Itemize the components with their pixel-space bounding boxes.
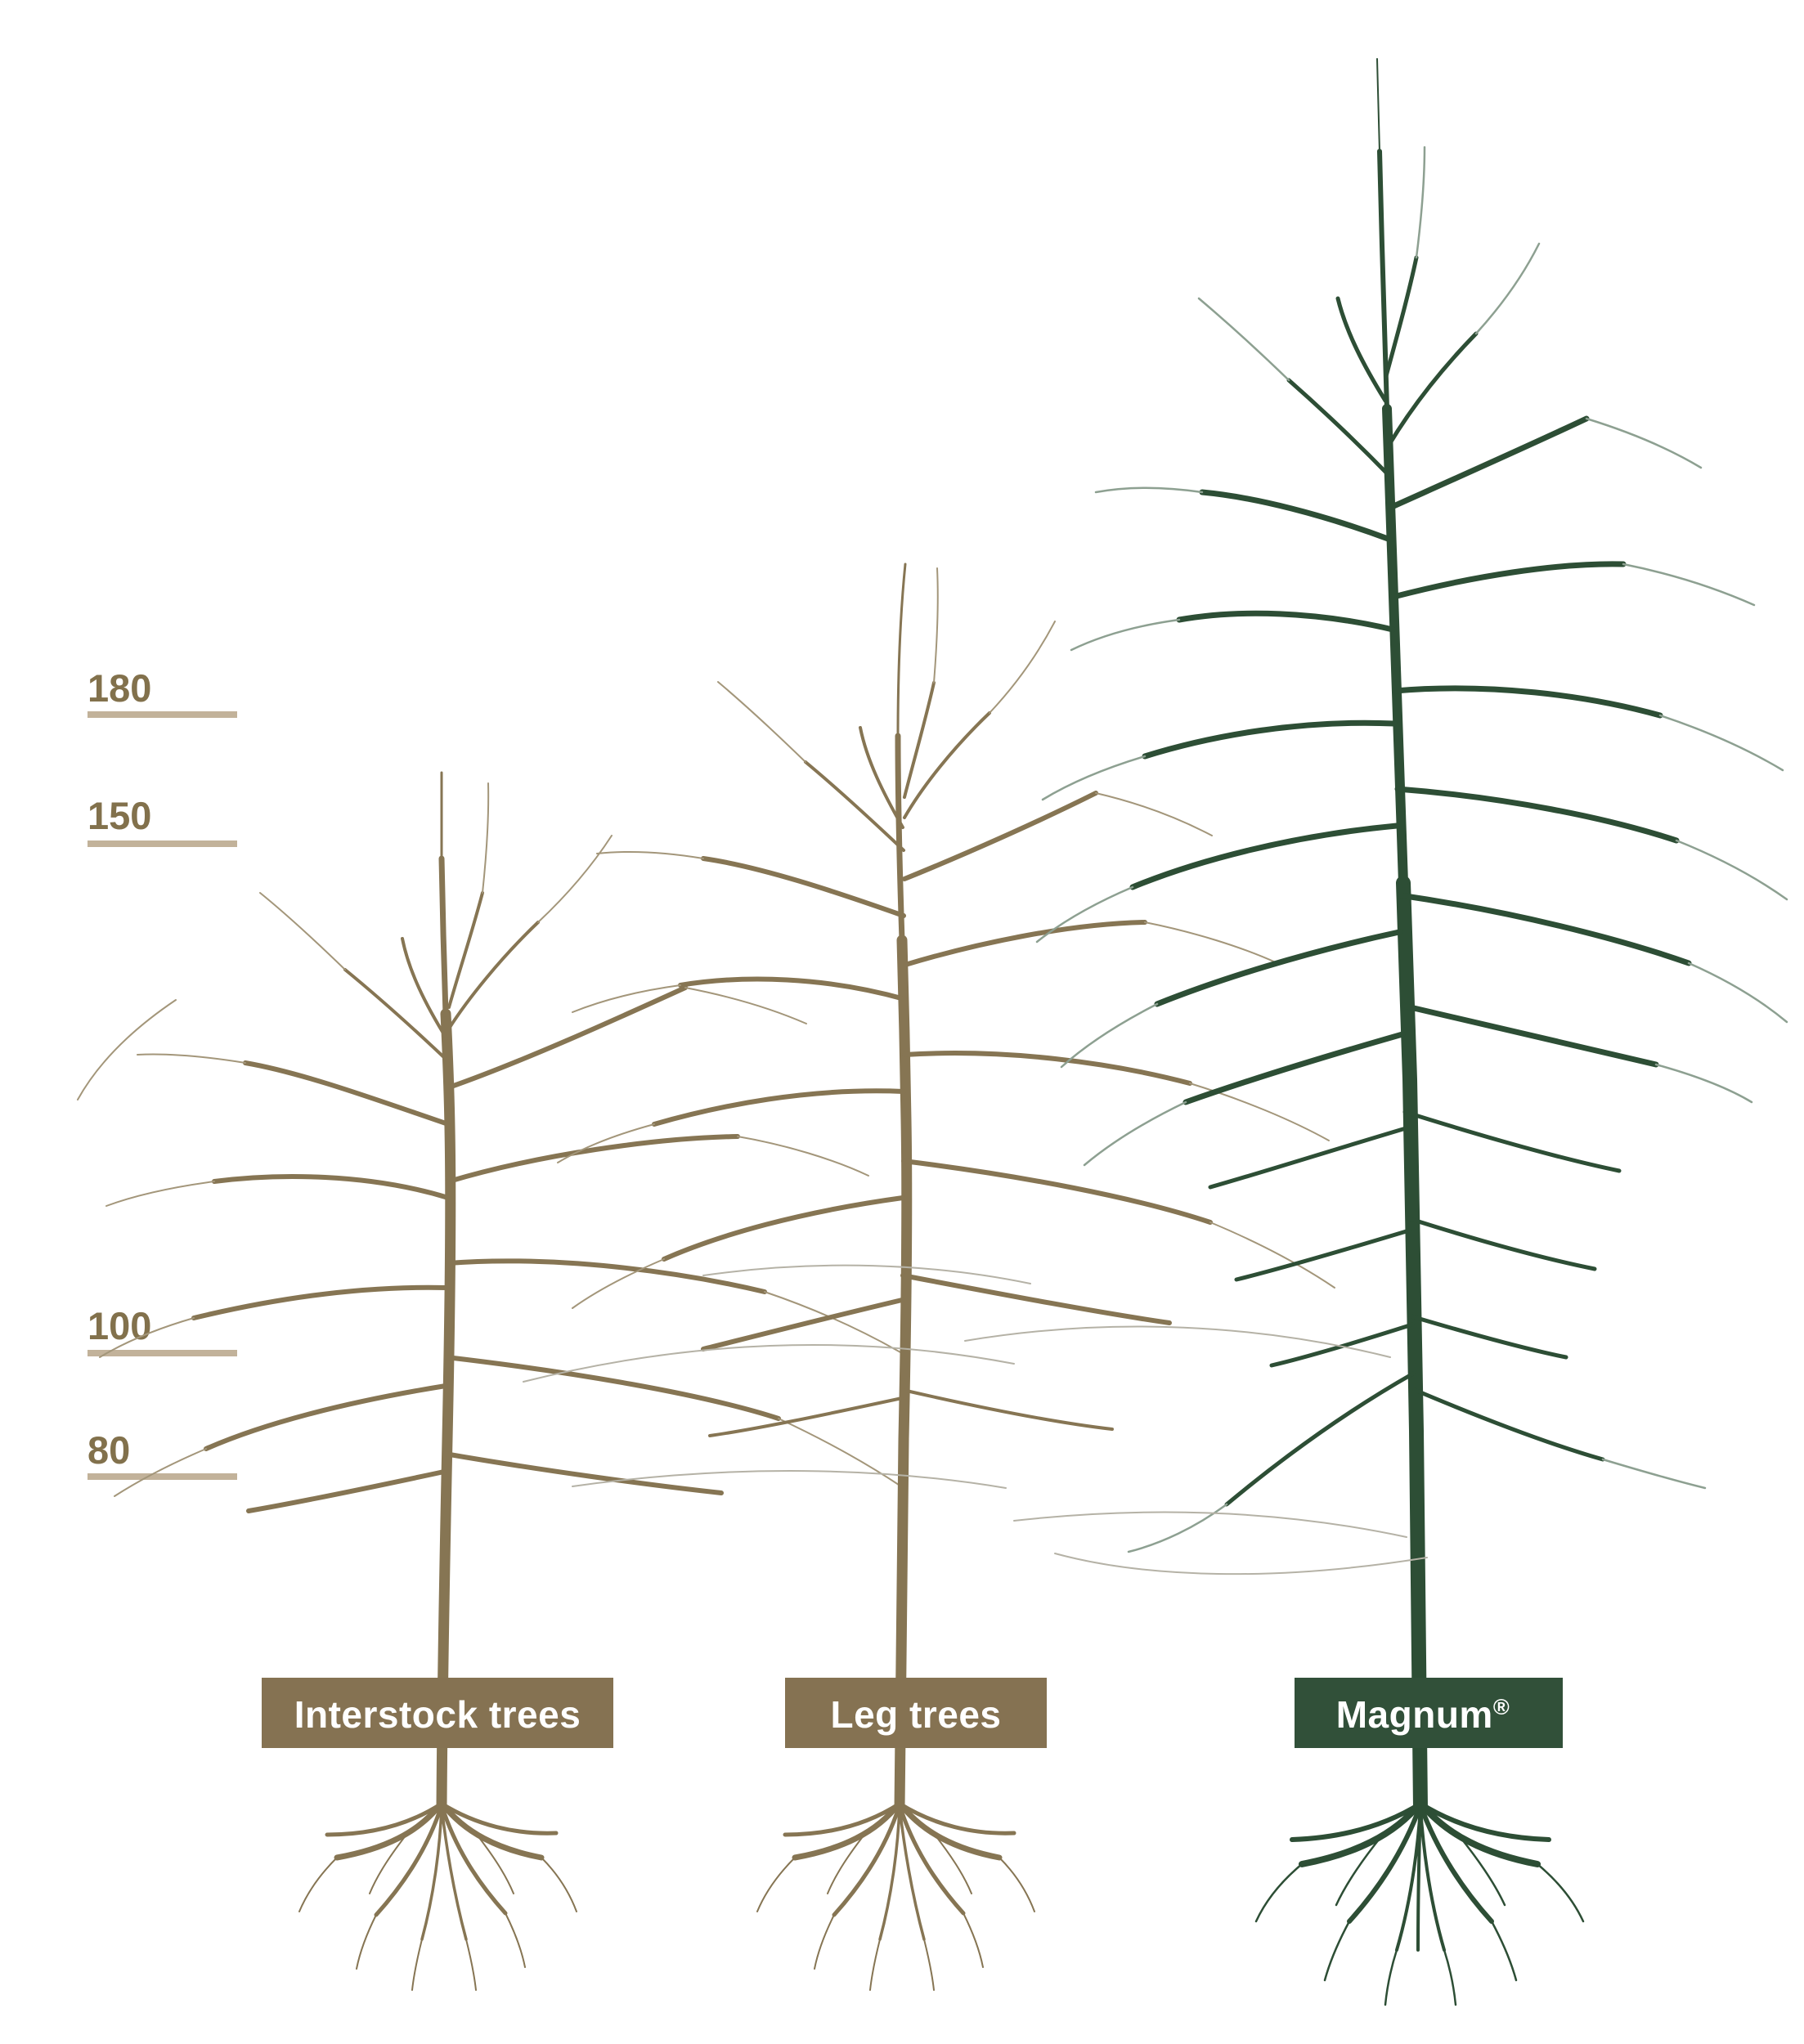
tree-interstock-roots-secondary [325,1801,559,1917]
tree-leg-leader [896,563,907,737]
tree-leg-wisps [557,567,1335,1309]
tree-interstock-branches-main [191,985,781,1513]
tree-magnum-trunk [1396,876,1428,1816]
cross-wisps [523,1264,1428,1576]
tree-leg-trunk-upper [895,733,905,944]
scale-label-80: 80 [88,1428,130,1472]
tree-magnum-trunk-mid [1382,404,1408,888]
scale-label-180: 180 [88,666,151,710]
tree-leg-branches-main [652,791,1213,1351]
tree-magnum-leader [1376,58,1380,152]
scale-label-100: 100 [88,1304,151,1347]
tree-magnum-roots-secondary [1290,1801,1551,1924]
tree-magnum-branches-secondary [1208,255,1622,1507]
height-scale: 180 150 100 80 [88,666,237,1480]
label-text-magnum: Magnum® [1336,1693,1510,1736]
label-box-interstock: Interstock trees [262,1678,613,1748]
label-text-interstock: Interstock trees [294,1693,581,1736]
label-text-leg: Leg trees [830,1693,1001,1736]
tree-interstock-roots-fine [298,1831,577,1991]
tree-leg-roots-tap [878,1805,926,1941]
cross-wisps-paths [523,1264,1428,1576]
label-box-magnum: Magnum® [1295,1678,1563,1748]
scale-label-150: 150 [88,794,151,837]
label-box-rect-magnum [1295,1678,1563,1748]
tree-interstock-roots-primary [334,1800,545,1861]
tree-magnum-wisps [1035,146,1788,1553]
tree-leg-roots-fine [756,1831,1035,1991]
tree-interstock-trunk-upper [438,855,449,1017]
tree-magnum-branches-main [1129,415,1692,1105]
label-box-rect-leg [785,1678,1047,1748]
tree-interstock-wisps [77,782,907,1497]
tree-leg-branches-secondary [708,681,1114,1437]
label-box-rect-interstock [262,1678,613,1748]
tree-interstock-roots-tap [420,1805,468,1941]
tree-leg-roots-secondary [783,1801,1016,1917]
label-box-leg: Leg trees [785,1678,1047,1748]
tree-interstock-branches-secondary [343,891,540,1063]
tree-magnum-roots-primary [1299,1800,1541,1867]
tree-leg [557,563,1335,1991]
tree-leg-roots-primary [792,1800,1003,1861]
tree-magnum-roots-fine [1254,1834,1585,2006]
tree-magnum-roots-tap [1395,1805,1446,1952]
tree-interstock-trunk [436,1008,456,1814]
tree-interstock [77,771,907,1991]
tree-magnum-trunk-upper [1377,149,1389,411]
tree-magnum [1035,58,1788,2006]
